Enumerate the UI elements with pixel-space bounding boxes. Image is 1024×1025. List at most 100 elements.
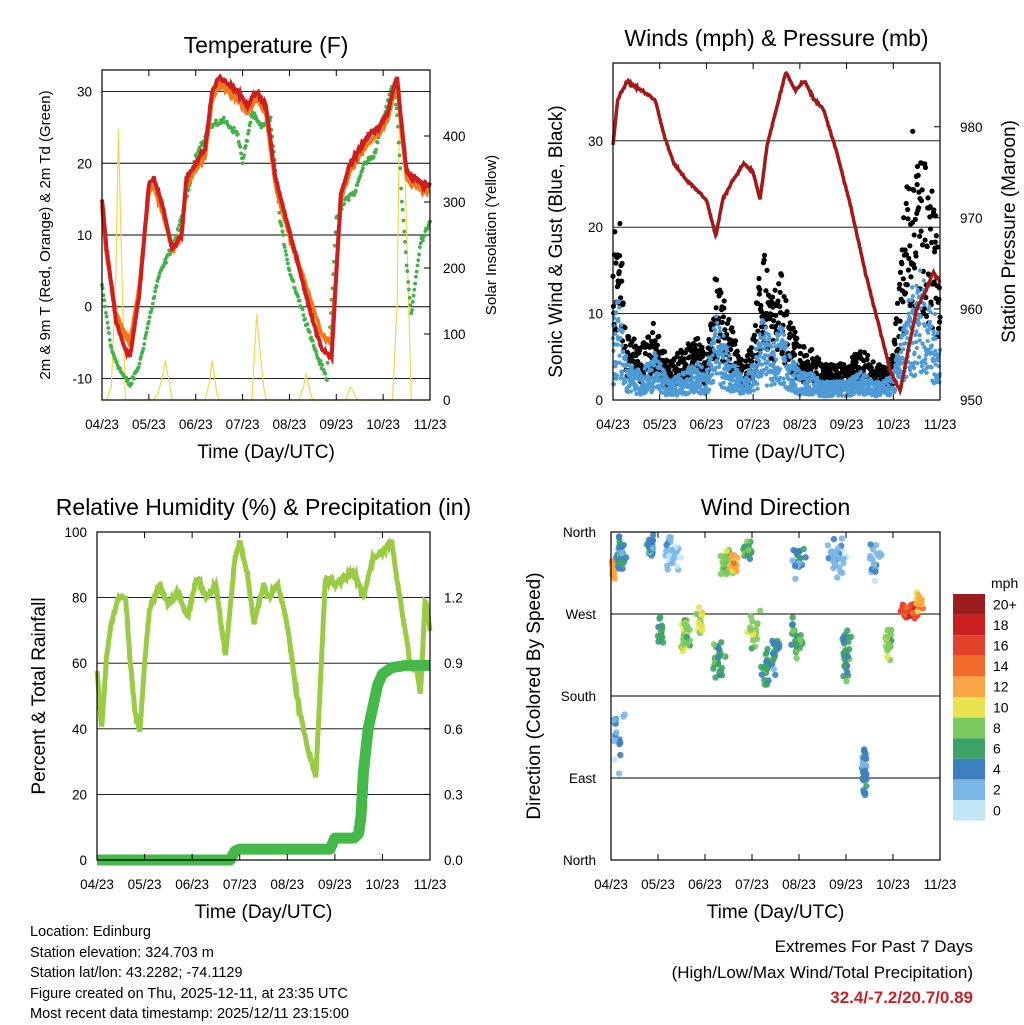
wind-point	[886, 383, 891, 388]
direction-point	[770, 665, 778, 673]
direction-point	[918, 597, 925, 605]
gust-point	[857, 349, 864, 355]
legend-label: 20+	[993, 596, 1017, 612]
direction-point	[649, 531, 657, 539]
wind-point	[782, 354, 787, 359]
direction-point	[613, 729, 620, 736]
dewpoint-point	[164, 260, 168, 265]
wind-point	[727, 353, 732, 358]
wind-point	[721, 380, 726, 385]
dewpoint-point	[282, 245, 287, 249]
dewpoint-point	[332, 243, 337, 248]
dewpoint-point	[360, 166, 365, 171]
wind-point	[910, 294, 916, 299]
gust-point	[804, 352, 810, 358]
gust-point	[870, 359, 876, 365]
wind-point	[764, 383, 770, 388]
direction-point	[677, 554, 685, 561]
gust-point	[699, 354, 705, 360]
gust-point	[918, 228, 924, 234]
dewpoint-point	[268, 115, 273, 120]
wind-point	[614, 373, 620, 378]
direction-point	[710, 641, 718, 648]
x-tick-label: 07/23	[226, 417, 260, 432]
wind-point	[626, 362, 631, 368]
gust-point	[616, 269, 622, 275]
direction-point	[730, 560, 737, 567]
y-tick-label: 20	[72, 787, 87, 802]
y2-tick-label: 0.6	[444, 722, 463, 737]
dewpoint-point	[417, 252, 421, 257]
wind-point	[618, 376, 623, 381]
dewpoint-point	[144, 330, 149, 335]
series-pressure	[611, 70, 942, 396]
wind-point	[911, 365, 917, 371]
gust-point	[713, 305, 719, 311]
wind-point	[615, 342, 620, 347]
gust-point	[612, 327, 619, 334]
dewpoint-point	[104, 314, 109, 319]
latest-timestamp-text: Most recent data timestamp: 2025/12/11 2…	[30, 1006, 349, 1022]
dewpoint-point	[280, 229, 285, 234]
gust-point	[805, 359, 811, 365]
x-tick-label: 09/23	[318, 877, 352, 892]
legend-label: 12	[993, 679, 1009, 695]
wind-point	[905, 336, 910, 341]
gust-point	[766, 316, 773, 322]
direction-point	[754, 620, 761, 627]
direction-point	[663, 547, 670, 554]
y2-tick-label: 400	[443, 129, 466, 144]
gust-point	[666, 366, 672, 372]
wind-point	[783, 358, 788, 363]
gust-point	[699, 344, 705, 350]
direction-point	[698, 611, 706, 618]
gust-point	[914, 163, 921, 170]
dewpoint-point	[132, 376, 136, 381]
wind-point	[910, 340, 915, 346]
direction-point	[745, 546, 752, 554]
gust-point	[724, 320, 731, 327]
wind-point	[623, 353, 629, 358]
dewpoint-point	[146, 319, 151, 324]
direction-point	[673, 562, 681, 570]
y2-tick-label: 960	[960, 302, 983, 317]
dewpoint-point	[323, 371, 328, 376]
wind-point	[724, 361, 729, 367]
gust-point	[718, 290, 724, 296]
direction-chart: North East South West North Direction (Colore…	[524, 494, 956, 923]
y-tick-label: 0	[84, 300, 92, 315]
direction-point	[838, 535, 846, 542]
y-axis-label: Sonic Wind & Gust (Blue, Black)	[546, 105, 567, 377]
y2-tick-label: 100	[443, 327, 466, 342]
y2-tick-label: 980	[960, 120, 983, 135]
legend-label: 10	[993, 699, 1009, 715]
x-axis-label: Time (Day/UTC)	[708, 442, 846, 463]
wind-point	[708, 356, 713, 362]
extremes-subtitle: (High/Low/Max Wind/Total Precipitation)	[671, 962, 973, 982]
direction-point	[615, 534, 623, 541]
wind-point	[781, 376, 786, 381]
x-tick-label: 10/23	[876, 417, 910, 432]
wind-point	[925, 338, 930, 344]
dewpoint-point	[101, 293, 106, 298]
wind-point	[617, 353, 622, 358]
gust-point	[809, 346, 815, 353]
wind-point	[914, 339, 919, 345]
wind-point	[756, 362, 761, 367]
y-tick-label: 30	[588, 134, 603, 149]
gust-point	[775, 298, 781, 304]
dewpoint-point	[129, 381, 134, 386]
extremes-values: 32.4/-7.2/20.7/0.89	[830, 988, 973, 1007]
gust-point	[853, 359, 859, 366]
gust-point	[722, 327, 728, 333]
chart-title: Relative Humidity (%) & Precipitation (i…	[56, 494, 471, 520]
direction-point	[797, 636, 804, 643]
gust-point	[797, 343, 803, 349]
series-insolation	[102, 109, 430, 401]
gust-point	[931, 207, 937, 213]
dewpoint-point	[239, 151, 243, 156]
legend-swatch	[953, 697, 985, 718]
x-tick-label: 11/23	[414, 877, 447, 892]
wind-point	[758, 350, 763, 355]
